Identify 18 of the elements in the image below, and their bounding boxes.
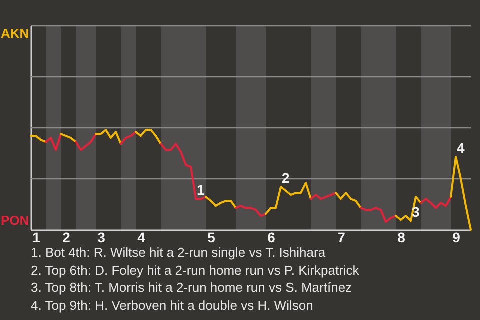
text: 3. Top 8th: T. Morris hit a 2-run home run vs S. Martínez — [31, 279, 354, 297]
text: AKN — [1, 26, 30, 41]
x-tick-label: 7 — [338, 230, 346, 246]
x-tick-label: 6 — [268, 230, 276, 246]
x-tick-label: 9 — [452, 230, 461, 246]
text: 2. Top 6th: D. Foley hit a 2-run home run vs P. Kirkpatrick — [31, 262, 360, 280]
x-tick-label: 8 — [398, 230, 406, 246]
x-tick-label: 4 — [138, 230, 146, 246]
x-tick-label: 2 — [62, 230, 71, 246]
annotation: 2 — [282, 170, 290, 186]
annotation: 1 — [197, 182, 205, 198]
x-tick-label: 3 — [98, 230, 106, 246]
x-tick-label: 1 — [32, 230, 41, 246]
annotation: 4 — [457, 140, 465, 156]
x-tick-label: 5 — [208, 230, 216, 246]
text: 1. Bot 4th: R. Wiltse hit a 2-run single vs T. Ishihara — [31, 244, 327, 262]
text: 4. Top 9th: H. Verboven hit a double vs H. Wilson — [31, 296, 314, 314]
text: PON — [1, 213, 30, 228]
